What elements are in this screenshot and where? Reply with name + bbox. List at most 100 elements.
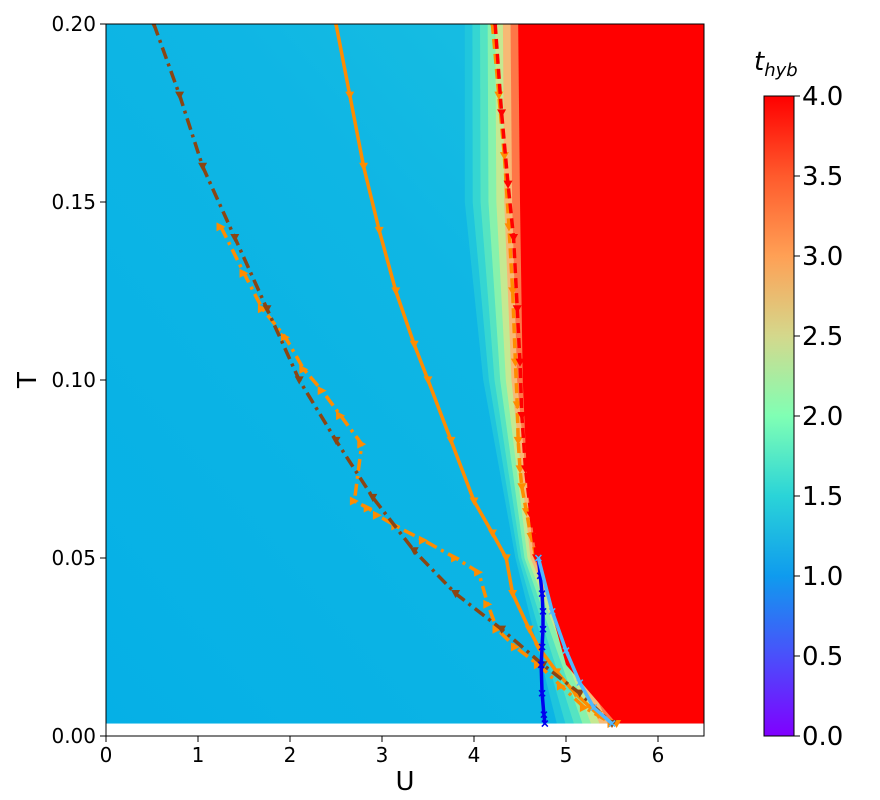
series-4-point [409, 547, 419, 556]
series-3-point [579, 703, 589, 713]
series-4-point [575, 689, 585, 698]
series-2-point [509, 234, 519, 243]
colorbar-title-sub: hyb [764, 60, 798, 81]
series-1-point [513, 436, 523, 446]
series-2-point [521, 465, 531, 474]
series-3-point [363, 503, 373, 513]
series-3-point [349, 496, 359, 506]
series-3-point [418, 535, 428, 545]
series-0-point [345, 91, 355, 100]
y-tick-label: 0.05 [51, 546, 96, 570]
series-3-point [492, 624, 502, 634]
series-0-point [409, 340, 419, 349]
series-4-point [368, 493, 378, 502]
series-4-point [451, 590, 461, 599]
series-5-point [539, 625, 547, 633]
series-line-5 [536, 557, 547, 724]
series-5-point [539, 607, 547, 615]
x-tick-label: 4 [468, 743, 481, 767]
series-3-point [533, 660, 543, 670]
series-3-point [317, 386, 327, 396]
series-2-point [497, 109, 507, 118]
plot-area [106, 24, 704, 729]
colorbar-title: thyb [754, 47, 798, 81]
series-3-point [451, 553, 461, 563]
colorbar-tick-label: 3.5 [802, 162, 843, 192]
colorbar-tick-label: 0.0 [802, 722, 843, 752]
series-2-point [526, 511, 536, 520]
series-3-point [556, 681, 566, 691]
series-4-point [331, 436, 341, 446]
series-2-point [512, 305, 522, 314]
series-0-point [487, 529, 497, 538]
y-tick-label: 0.10 [51, 368, 96, 392]
y-tick-label: 0.20 [51, 12, 96, 36]
series-6-point [590, 703, 598, 712]
series-5-point [537, 661, 545, 669]
series-0-point [508, 590, 518, 599]
series-4-point [497, 625, 507, 634]
series-0-point [552, 668, 562, 677]
series-line-0 [334, 24, 618, 726]
colorbar-gradient [763, 95, 795, 737]
axes: 0 1 2 3 4 5 6 0.00 0.05 0.10 0.15 0.20 [51, 12, 664, 767]
colorbar-tick-label: 3.0 [802, 242, 843, 272]
y-tick-label: 0.15 [51, 190, 96, 214]
series-0-point [391, 287, 401, 296]
series-2-point [532, 554, 542, 563]
series-4-point [262, 305, 272, 314]
series-0-point [469, 497, 479, 506]
series-6-point [534, 554, 542, 562]
x-tick-label: 1 [192, 743, 205, 767]
colorbar-title-main: t [754, 47, 765, 77]
series-3-point [239, 268, 249, 278]
series-1-point [499, 152, 509, 161]
series-3-point [299, 364, 309, 374]
series-4-point [175, 91, 185, 100]
x-tick-label: 6 [652, 743, 665, 767]
series-4-point [294, 376, 304, 385]
x-tick-label: 2 [284, 743, 297, 767]
x-tick-label: 3 [376, 743, 389, 767]
colorbar-tick-label: 2.0 [802, 402, 843, 432]
series-3-point [216, 222, 226, 232]
x-tick-label: 5 [560, 743, 573, 767]
series-0-point [333, 24, 339, 29]
series-5-point [541, 720, 549, 728]
series-3-point [474, 567, 484, 577]
colorbar-tick-label: 4.0 [802, 82, 843, 112]
series-6-point [548, 607, 556, 615]
series-line-2 [493, 24, 539, 559]
series-0-point [374, 226, 384, 235]
series-4-point [230, 234, 240, 243]
series-3-point [280, 332, 290, 342]
x-tick-label: 0 [100, 743, 113, 767]
series-0-point [446, 436, 456, 446]
colorbar-tick-label: 1.5 [802, 482, 843, 512]
colorbar-ticks: 0.0 0.5 1.0 1.5 2.0 2.5 3.0 3.5 4.0 [794, 82, 843, 752]
series-3-point [357, 439, 367, 449]
series-1-point [508, 287, 518, 296]
series-1-point [517, 483, 527, 492]
series-0-point [359, 162, 369, 171]
series-5-point [538, 590, 546, 598]
heatmap-high-region [518, 24, 704, 724]
colorbar-tick-label: 0.5 [802, 642, 843, 672]
colorbar-tick-label: 1.0 [802, 562, 843, 592]
series-5-point [540, 711, 548, 719]
series-3-point [510, 642, 520, 652]
colorbar: thyb 0.0 0.5 1.0 1.5 2.0 2.5 3.0 3.5 4.0 [754, 47, 843, 752]
series-3-point [257, 304, 267, 314]
series-3-point [483, 599, 493, 609]
series-line-4 [152, 24, 614, 725]
y-axis-title: T [13, 372, 43, 389]
series-line-3 [219, 226, 613, 726]
series-6-point [562, 647, 570, 655]
x-axis-title: U [395, 767, 414, 797]
series-0-point [501, 554, 511, 563]
series-6-point [576, 679, 584, 687]
series-2-point [517, 412, 527, 421]
series-5-point [538, 689, 546, 697]
series-1-point [512, 401, 522, 410]
